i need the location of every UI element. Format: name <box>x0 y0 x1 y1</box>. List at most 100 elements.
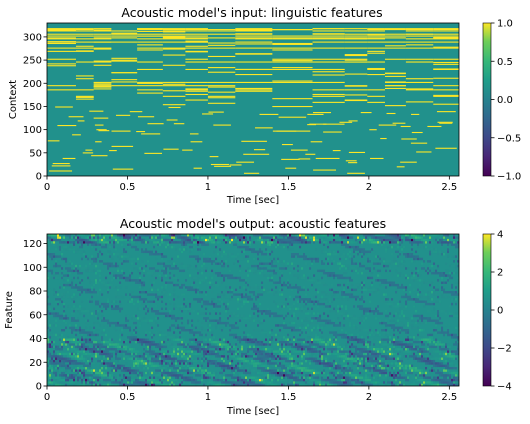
output-feature-cell <box>131 381 134 384</box>
output-feature-cell <box>427 359 430 363</box>
output-feature-cell <box>69 295 72 299</box>
output-feature-cell <box>269 362 272 365</box>
output-feature-cell <box>89 374 92 377</box>
output-feature-cell <box>203 312 206 315</box>
output-feature-cell <box>127 369 130 372</box>
output-feature-cell <box>365 367 368 370</box>
output-feature-cell <box>359 362 362 365</box>
output-feature-cell <box>81 355 84 358</box>
output-feature-cell <box>71 348 74 351</box>
output-feature-cell <box>333 310 336 313</box>
output-feature-cell <box>221 367 224 370</box>
output-feature-cell <box>131 378 134 382</box>
output-feature-cell <box>425 362 428 365</box>
output-feature-cell <box>315 317 318 320</box>
output-feature-cell <box>229 329 232 332</box>
output-feature-cell <box>453 336 456 339</box>
output-feature-cell <box>225 367 228 370</box>
output-feature-cell <box>277 376 280 379</box>
output-feature-cell <box>429 369 432 372</box>
output-feature-cell <box>315 338 318 341</box>
output-feature-cell <box>433 307 436 311</box>
output-feature-cell <box>457 371 460 375</box>
output-feature-cell <box>73 383 76 387</box>
output-feature-cell <box>163 378 166 382</box>
output-feature-cell <box>361 319 364 322</box>
output-feature-cell <box>119 310 122 313</box>
output-feature-cell <box>161 371 164 375</box>
output-feature-cell <box>399 331 402 334</box>
output-feature-cell <box>227 291 230 294</box>
output-feature-cell <box>385 355 388 358</box>
output-feature-cell <box>77 340 80 344</box>
output-feature-cell <box>115 329 118 332</box>
output-feature-cell <box>309 300 312 303</box>
output-feature-cell <box>101 374 104 377</box>
output-feature-cell <box>235 381 238 384</box>
output-feature-cell <box>133 302 136 306</box>
output-feature-cell <box>111 305 114 308</box>
output-feature-cell <box>301 340 304 344</box>
output-feature-cell <box>123 362 126 365</box>
output-feature-cell <box>401 286 404 289</box>
output-feature-cell <box>107 283 110 287</box>
output-feature-cell <box>73 293 76 296</box>
output-feature-cell <box>231 352 234 356</box>
output-feature-cell <box>185 286 188 289</box>
output-feature-cell <box>137 340 140 344</box>
output-feature-cell <box>157 333 160 337</box>
output-feature-cell <box>399 376 402 379</box>
output-feature-cell <box>207 355 210 358</box>
output-feature-cell <box>191 338 194 341</box>
output-feature-cell <box>393 364 396 368</box>
output-feature-cell <box>311 340 314 344</box>
output-feature-cell <box>97 333 100 337</box>
output-feature-cell <box>357 283 360 287</box>
output-feature-cell <box>315 362 318 365</box>
output-feature-cell <box>215 362 218 365</box>
output-feature-cell <box>231 376 234 379</box>
output-feature-cell <box>333 307 336 311</box>
output-feature-cell <box>145 350 148 353</box>
output-feature-cell <box>385 374 388 377</box>
output-feature-cell <box>443 364 446 368</box>
output-feature-cell <box>323 378 326 382</box>
output-feature-cell <box>303 383 306 387</box>
output-feature-cell <box>315 333 318 337</box>
output-feature-cell <box>405 345 408 349</box>
output-feature-cell <box>175 355 178 358</box>
output-feature-cell <box>191 319 194 322</box>
output-feature-cell <box>103 350 106 353</box>
output-feature-cell <box>237 362 240 365</box>
output-feature-cell <box>181 293 184 296</box>
output-feature-cell <box>447 348 450 351</box>
input-feature-cell <box>433 46 459 48</box>
output-feature-cell <box>231 369 234 372</box>
output-feature-cell <box>55 345 58 349</box>
output-feature-cell <box>63 345 66 349</box>
output-feature-cell <box>191 376 194 379</box>
output-feature-cell <box>231 359 234 363</box>
output-feature-cell <box>397 336 400 339</box>
output-feature-cell <box>441 293 444 296</box>
output-feature-cell <box>367 352 370 356</box>
output-feature-cell <box>371 376 374 379</box>
output-feature-cell <box>421 352 424 356</box>
output-feature-cell <box>47 338 50 341</box>
output-feature-cell <box>271 333 274 337</box>
output-feature-cell <box>159 345 162 349</box>
output-feature-cell <box>119 383 122 387</box>
input-feature-cell <box>243 153 270 155</box>
output-feature-cell <box>349 350 352 353</box>
output-feature-cell <box>151 283 154 287</box>
output-feature-cell <box>243 383 246 387</box>
input-feature-cell <box>185 68 208 70</box>
output-feature-cell <box>207 376 210 379</box>
input-feature-cell <box>162 33 186 35</box>
output-feature-cell <box>243 357 246 360</box>
output-feature-cell <box>125 298 128 301</box>
output-feature-cell <box>255 295 258 299</box>
output-feature-cell <box>357 352 360 356</box>
output-feature-cell <box>399 326 402 330</box>
output-feature-cell <box>57 352 60 356</box>
